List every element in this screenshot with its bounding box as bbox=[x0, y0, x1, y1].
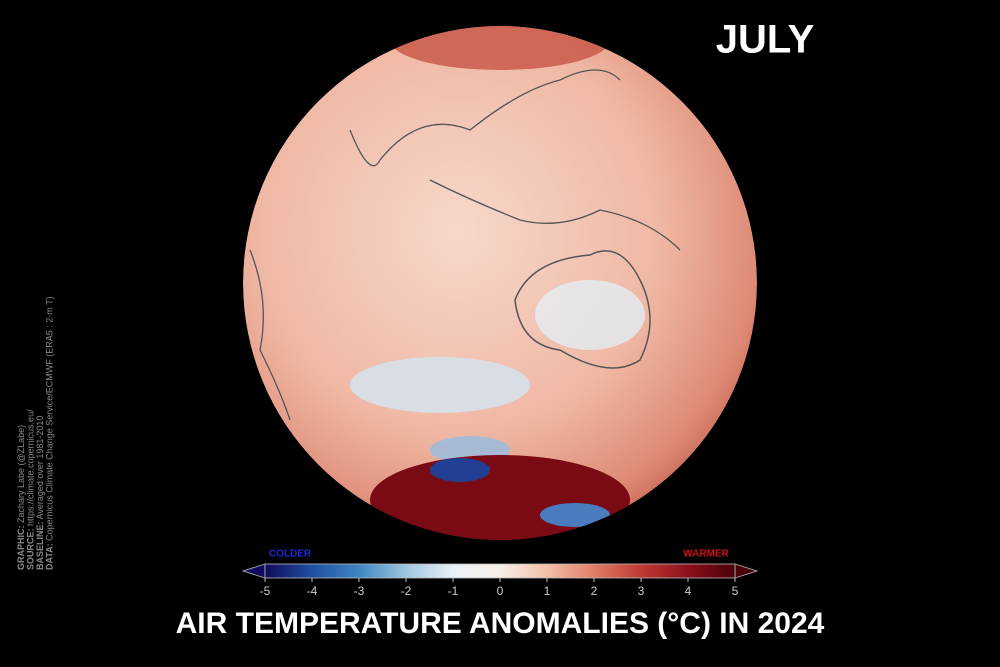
credit-text: Averaged over 1981-2010 bbox=[35, 416, 45, 522]
colorbar-tick-label: 5 bbox=[732, 584, 739, 598]
credits: GRAPHIC: Zachary Labe (@ZLabe)SOURCE: ht… bbox=[16, 296, 55, 570]
credit-line: BASELINE: Averaged over 1981-2010 bbox=[35, 416, 45, 570]
credit-line: GRAPHIC: Zachary Labe (@ZLabe) bbox=[16, 425, 26, 570]
colorbar-tick-label: -4 bbox=[307, 584, 318, 598]
credit-line: SOURCE: https://climate.copernicus.eu/ bbox=[26, 409, 36, 570]
colorbar-tick-label: 4 bbox=[685, 584, 692, 598]
colorbar-bar bbox=[264, 563, 736, 579]
warmer-label: WARMER bbox=[683, 549, 729, 560]
title: AIR TEMPERATURE ANOMALIES (°C) IN 2024 bbox=[176, 607, 825, 640]
credit-text: Copernicus Climate Change Service/ECMWF … bbox=[45, 296, 55, 543]
colder-label: COLDER bbox=[269, 549, 312, 560]
credit-line: DATA: Copernicus Climate Change Service/… bbox=[45, 296, 55, 570]
colorbar-tick-label: -3 bbox=[354, 584, 365, 598]
credit-label: DATA: bbox=[45, 543, 55, 570]
colorbar-tick-label: -5 bbox=[260, 584, 271, 598]
colorbar-tick-label: 3 bbox=[638, 584, 645, 598]
colorbar: -5 -4 -3 -2 -1 0 1 2 3 4 5 COLDER WARMER bbox=[241, 549, 759, 598]
credit-label: BASELINE: bbox=[35, 521, 45, 570]
colorbar-tick-label: -2 bbox=[401, 584, 412, 598]
month-label: JULY bbox=[716, 18, 815, 62]
credit-label: SOURCE: bbox=[26, 528, 36, 570]
colorbar-tick-label: 0 bbox=[497, 584, 504, 598]
colorbar-tick-label: 2 bbox=[591, 584, 598, 598]
globe bbox=[243, 26, 757, 540]
colorbar-tick-label: -1 bbox=[448, 584, 459, 598]
credit-label: GRAPHIC: bbox=[16, 525, 26, 570]
credit-text: Zachary Labe (@ZLabe) bbox=[16, 425, 26, 526]
colorbar-tick-label: 1 bbox=[544, 584, 551, 598]
credit-text: https://climate.copernicus.eu/ bbox=[26, 409, 36, 529]
